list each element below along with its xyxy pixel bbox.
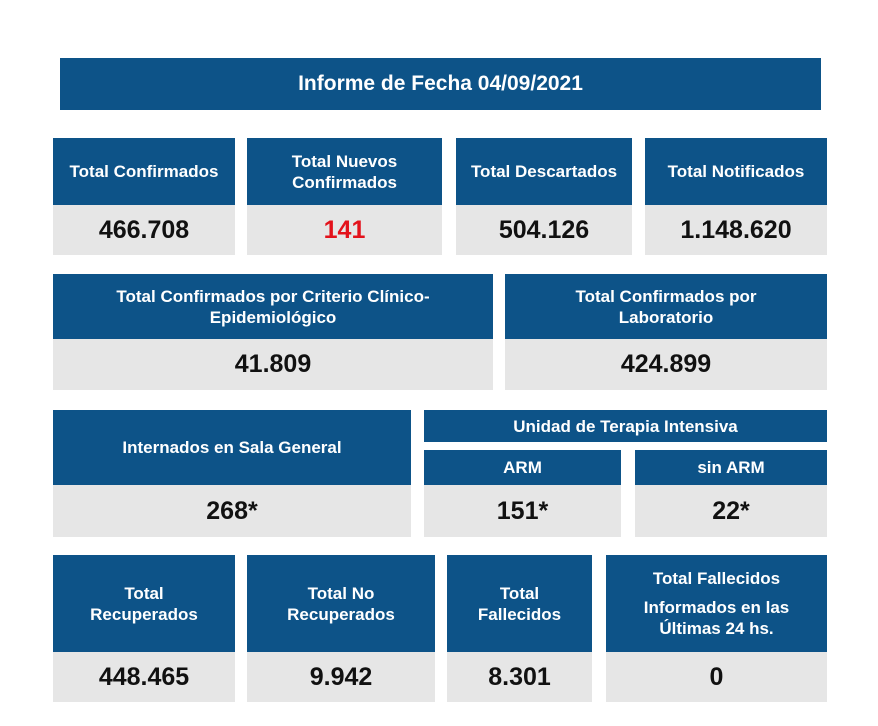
total-nuevos-value: 141 [247,205,442,255]
sala-general-header: Internados en Sala General [53,410,411,485]
no-recuperados-header: Total No Recuperados [247,555,435,652]
laboratorio-header: Total Confirmados por Laboratorio [505,274,827,339]
total-confirmados-value: 466.708 [53,205,235,255]
report-title: Informe de Fecha 04/09/2021 [60,58,821,110]
no-recuperados-value: 9.942 [247,652,435,702]
arm-header: ARM [424,450,621,485]
fallecidos-24hs-header: Total Fallecidos Informados en las Últim… [606,555,827,652]
fallecidos-header: Total Fallecidos [447,555,592,652]
sala-general-value: 268* [53,485,411,537]
recuperados-header: Total Recuperados [53,555,235,652]
total-nuevos-header: Total Nuevos Confirmados [247,138,442,205]
total-descartados-header: Total Descartados [456,138,632,205]
total-notificados-header: Total Notificados [645,138,827,205]
total-descartados-value: 504.126 [456,205,632,255]
sin-arm-value: 22* [635,485,827,537]
laboratorio-value: 424.899 [505,339,827,390]
fallecidos-value: 8.301 [447,652,592,702]
criterio-clinico-value: 41.809 [53,339,493,390]
sin-arm-header: sin ARM [635,450,827,485]
criterio-clinico-header: Total Confirmados por Criterio Clínico-E… [53,274,493,339]
fallecidos-24hs-line2: Informados en las Últimas 24 hs. [643,598,790,638]
total-confirmados-header: Total Confirmados [53,138,235,205]
total-notificados-value: 1.148.620 [645,205,827,255]
fallecidos-24hs-line1: Total Fallecidos [652,569,781,588]
fallecidos-24hs-value: 0 [606,652,827,702]
recuperados-value: 448.465 [53,652,235,702]
arm-value: 151* [424,485,621,537]
uti-header: Unidad de Terapia Intensiva [424,410,827,442]
